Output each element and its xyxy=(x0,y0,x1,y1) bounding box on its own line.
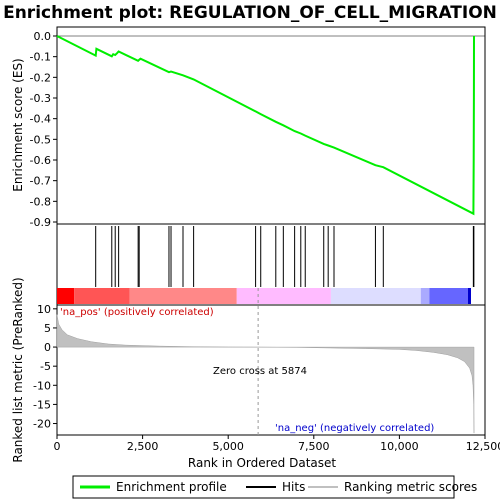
legend-metric-label: Ranking metric scores xyxy=(344,480,477,494)
metric-y-tick-label: 0 xyxy=(44,341,51,354)
es-y-tick-label: -0.9 xyxy=(30,216,51,229)
x-tick-label: 10,000 xyxy=(380,440,419,453)
heat-bar-segment xyxy=(420,288,430,304)
metric-y-tick-label: -15 xyxy=(33,398,51,411)
zero-cross-label: Zero cross at 5874 xyxy=(213,366,307,377)
positive-correlation-label: 'na_pos' (positively correlated) xyxy=(60,307,214,318)
legend-enrichment-label: Enrichment profile xyxy=(116,480,227,494)
heat-bar-segment xyxy=(74,288,130,304)
ranking-metric-area xyxy=(56,314,475,434)
x-axis-label: Rank in Ordered Dataset xyxy=(188,456,336,470)
es-y-tick-label: -0.4 xyxy=(30,113,51,126)
legend-hits-label: Hits xyxy=(282,480,305,494)
es-panel-frame xyxy=(56,26,486,225)
negative-correlation-label: 'na_neg' (negatively correlated) xyxy=(275,423,434,434)
metric-y-axis-label: Ranked list metric (PreRanked) xyxy=(11,277,25,462)
metric-x-ticks: 0 2,500 5,000 7,500 10,000 12,500 xyxy=(54,435,500,453)
enrichment-profile-line xyxy=(56,35,475,216)
x-tick-label: 0 xyxy=(54,440,61,453)
es-y-tick-label: -0.7 xyxy=(30,175,51,188)
es-y-tick-label: -0.8 xyxy=(30,195,51,208)
metric-y-tick-label: -5 xyxy=(40,360,51,373)
metric-y-tick-label: 10 xyxy=(37,303,51,316)
es-y-axis-label: Enrichment score (ES) xyxy=(11,58,25,191)
x-tick-label: 7,500 xyxy=(298,440,330,453)
heat-bar-segment xyxy=(129,288,237,304)
x-tick-label: 5,000 xyxy=(212,440,244,453)
es-y-tick-label: -0.1 xyxy=(30,51,51,64)
es-y-ticks: 0.0 -0.1 -0.2 -0.3 -0.4 -0.5 -0.6 -0.7 -0.8 -0.9 xyxy=(30,30,57,229)
metric-y-tick-label: -20 xyxy=(33,418,51,431)
chart-title: Enrichment plot: REGULATION_OF_CELL_MIGR… xyxy=(3,3,497,23)
metric-y-tick-label: -10 xyxy=(33,379,51,392)
heat-bar-segment xyxy=(467,288,471,304)
es-y-tick-label: -0.3 xyxy=(30,92,51,105)
heat-bar-segment xyxy=(236,288,331,304)
heat-bar-segment xyxy=(429,288,468,304)
es-y-tick-label: -0.2 xyxy=(30,71,51,84)
heat-bar-segment xyxy=(57,288,75,304)
rank-heat-bar xyxy=(57,288,471,304)
heat-bar-segment xyxy=(330,288,421,304)
metric-y-tick-label: 5 xyxy=(44,322,51,335)
es-y-tick-label: -0.6 xyxy=(30,154,51,167)
metric-y-ticks: 10 5 0 -5 -10 -15 -20 xyxy=(33,303,57,431)
es-y-tick-label: -0.5 xyxy=(30,133,51,146)
x-tick-label: 12,500 xyxy=(466,440,500,453)
x-tick-label: 2,500 xyxy=(127,440,159,453)
es-y-tick-label: 0.0 xyxy=(34,30,52,43)
hit-lines xyxy=(95,226,475,287)
metric-panel-frame xyxy=(56,304,486,436)
